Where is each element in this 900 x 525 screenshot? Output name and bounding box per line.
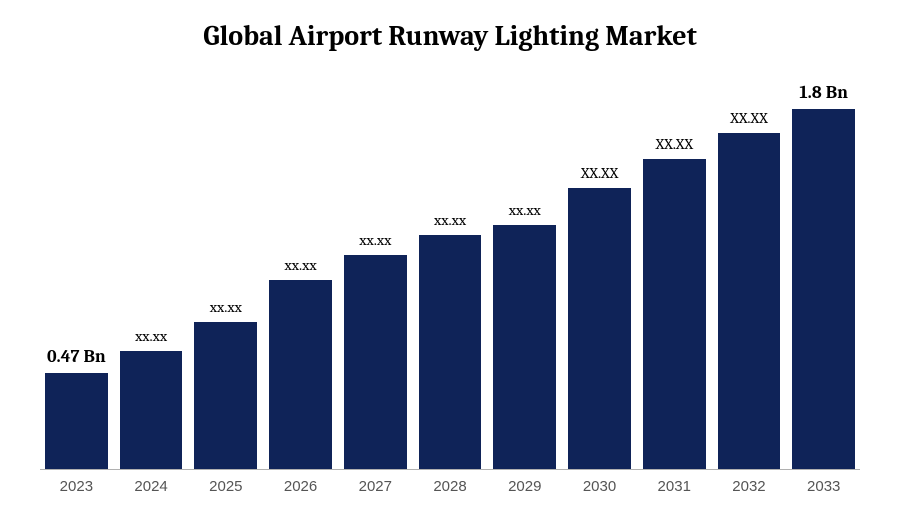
- bar-value-label: xx.xx: [359, 231, 391, 249]
- bar-value-label: xx.xx: [210, 298, 242, 316]
- bar-group: 0.47 Bn: [45, 82, 108, 469]
- x-axis-label: 2030: [568, 478, 631, 495]
- chart-area: 0.47 Bn xx.xx xx.xx xx.xx xx.xx xx.xx xx.xx XX.…: [40, 82, 860, 495]
- bar-value-label: XX.XX: [730, 109, 767, 127]
- bars-container: 0.47 Bn xx.xx xx.xx xx.xx xx.xx xx.xx xx.xx XX.…: [40, 82, 860, 470]
- bar-value-label: xx.xx: [135, 327, 167, 345]
- bar-group: xx.xx: [194, 82, 257, 469]
- bar: [194, 322, 257, 469]
- bar: [269, 280, 332, 469]
- bar: [45, 373, 108, 469]
- chart-title: Global Airport Runway Lighting Market: [40, 20, 860, 52]
- x-axis-label: 2027: [344, 478, 407, 495]
- x-axis-label: 2031: [643, 478, 706, 495]
- bar-value-label: xx.xx: [434, 211, 466, 229]
- x-axis-label: 2023: [45, 478, 108, 495]
- bar: [568, 188, 631, 469]
- bar-value-label: XX.XX: [581, 164, 618, 182]
- bar-value-label: 0.47 Bn: [47, 346, 106, 367]
- bar-value-label: xx.xx: [285, 256, 317, 274]
- x-axis-label: 2032: [718, 478, 781, 495]
- x-axis-label: 2026: [269, 478, 332, 495]
- bar-group: XX.XX: [643, 82, 706, 469]
- bar-value-label: 1.8 Bn: [799, 82, 848, 103]
- x-axis-label: 2033: [792, 478, 855, 495]
- bar-group: xx.xx: [493, 82, 556, 469]
- bar: [120, 351, 183, 469]
- x-axis-label: 2025: [194, 478, 257, 495]
- bar-group: xx.xx: [269, 82, 332, 469]
- bar: [643, 159, 706, 469]
- x-axis-label: 2029: [493, 478, 556, 495]
- x-axis-label: 2024: [120, 478, 183, 495]
- bar-group: XX.XX: [568, 82, 631, 469]
- bar-group: 1.8 Bn: [792, 82, 855, 469]
- bar-group: xx.xx: [419, 82, 482, 469]
- bar: [419, 235, 482, 469]
- bar-value-label: xx.xx: [509, 201, 541, 219]
- bar: [493, 225, 556, 469]
- bar-group: xx.xx: [120, 82, 183, 469]
- bar: [718, 133, 781, 469]
- x-axis-label: 2028: [419, 478, 482, 495]
- bar: [344, 255, 407, 469]
- x-axis-labels: 2023 2024 2025 2026 2027 2028 2029 2030 2031 2032…: [40, 470, 860, 495]
- bar-group: xx.xx: [344, 82, 407, 469]
- bar-value-label: XX.XX: [656, 135, 693, 153]
- bar: [792, 109, 855, 469]
- bar-group: XX.XX: [718, 82, 781, 469]
